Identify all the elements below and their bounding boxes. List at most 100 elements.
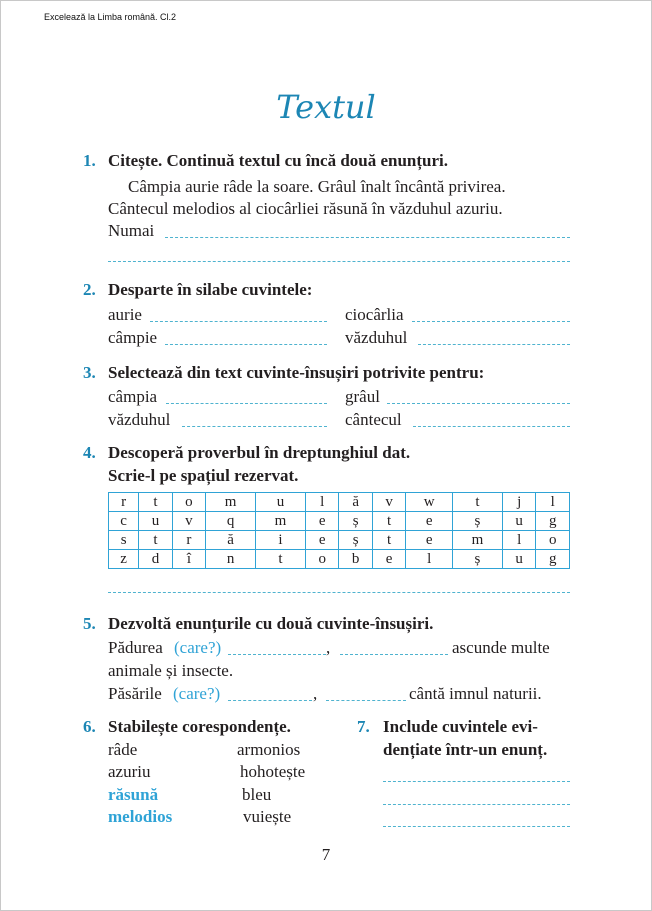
grid-cell: e (304, 530, 340, 550)
grid-cell: m (452, 530, 503, 550)
ex3-number: 3. (83, 363, 96, 382)
ex2-answer-line[interactable] (412, 321, 570, 322)
ex3-word: văzduhul (108, 410, 171, 429)
ex1-answer-line-2[interactable] (108, 261, 570, 262)
grid-cell: e (405, 530, 454, 550)
grid-cell: g (535, 511, 570, 531)
ex3-answer-line[interactable] (166, 403, 327, 404)
ex3-word: grâul (345, 387, 380, 406)
grid-cell: d (138, 549, 173, 569)
running-header: Excelează la Limba română. Cl.2 (44, 12, 177, 22)
grid-cell: l (501, 530, 537, 550)
ex6-left-word: azuriu (108, 762, 151, 781)
grid-cell: u (501, 549, 537, 569)
ex5-task: Dezvoltă enunțurile cu două cuvinte-însu… (108, 614, 434, 633)
grid-cell: e (371, 549, 407, 569)
ex3-answer-line[interactable] (182, 426, 327, 427)
grid-cell: i (255, 530, 306, 550)
grid-cell: s (107, 530, 140, 550)
ex5-sentence1-start: Pădurea (108, 638, 163, 657)
grid-cell: ă (338, 492, 373, 512)
grid-cell: ș (338, 511, 373, 531)
ex6-number: 6. (83, 717, 96, 736)
ex5-sentence2-end: cântă imnul naturii. (409, 684, 542, 703)
comma: , (326, 638, 331, 657)
grid-cell: t (138, 492, 173, 512)
grid-cell: q (205, 511, 257, 531)
ex5-answer-line[interactable] (228, 700, 312, 701)
ex6-right-word: bleu (242, 785, 272, 804)
ex4-number: 4. (83, 443, 96, 462)
grid-cell: ș (452, 549, 503, 569)
grid-cell: n (205, 549, 257, 569)
grid-cell: t (371, 511, 407, 531)
ex5-number: 5. (83, 614, 96, 633)
ex3-answer-line[interactable] (387, 403, 570, 404)
grid-cell: o (171, 492, 207, 512)
ex5-answer-line[interactable] (326, 700, 406, 701)
ex6-task: Stabilește corespondențe. (108, 717, 291, 736)
ex7-answer-line[interactable] (383, 804, 570, 805)
ex2-task: Desparte în silabe cuvintele: (108, 280, 313, 299)
ex5-care-hint: (care?) (173, 684, 221, 703)
ex6-left-word: râde (108, 740, 138, 759)
ex1-answer-line-1[interactable] (165, 237, 570, 238)
ex6-right-word: vuiește (243, 807, 292, 826)
ex1-task: Citește. Continuă textul cu încă două en… (108, 151, 449, 170)
ex2-answer-line[interactable] (150, 321, 327, 322)
grid-cell: o (304, 549, 340, 569)
ex2-word: aurie (108, 305, 142, 324)
comma: , (313, 684, 318, 703)
ex2-word: văzduhul (345, 328, 408, 347)
ex7-number: 7. (357, 717, 370, 736)
ex5-answer-line[interactable] (340, 654, 448, 655)
grid-cell: ș (452, 511, 503, 531)
grid-cell: ș (338, 530, 373, 550)
ex6-right-word: hohotește (240, 762, 306, 781)
grid-cell: z (107, 549, 140, 569)
grid-cell: t (371, 530, 407, 550)
grid-cell: v (371, 492, 407, 512)
ex2-word: câmpie (108, 328, 158, 347)
page-number: 7 (321, 845, 331, 864)
ex4-answer-line[interactable] (108, 592, 570, 593)
grid-cell: u (255, 492, 306, 512)
ex2-word: ciocârlia (345, 305, 404, 324)
page-title: Textul (276, 88, 376, 126)
grid-cell: r (107, 492, 140, 512)
ex3-answer-line[interactable] (413, 426, 570, 427)
grid-cell: l (405, 549, 454, 569)
ex4-task-line-2: Scrie-l pe spațiul rezervat. (108, 466, 299, 485)
grid-cell: t (138, 530, 173, 550)
grid-cell: u (138, 511, 173, 531)
ex5-answer-line[interactable] (228, 654, 326, 655)
ex1-text-line-1: Câmpia aurie râde la soare. Grâul înalt … (128, 177, 506, 196)
ex7-answer-line[interactable] (383, 781, 570, 782)
grid-cell: t (452, 492, 503, 512)
grid-cell: t (255, 549, 306, 569)
ex7-answer-line[interactable] (383, 826, 570, 827)
grid-cell: u (501, 511, 537, 531)
ex6-right-word: armonios (237, 740, 301, 759)
grid-cell: m (255, 511, 306, 531)
ex5-sentence1-cont: animale și insecte. (108, 661, 234, 680)
ex2-answer-line[interactable] (418, 344, 570, 345)
ex3-word: cântecul (345, 410, 402, 429)
ex4-task-line-1: Descoperă proverbul în dreptunghiul dat. (108, 443, 411, 462)
grid-cell: o (535, 530, 570, 550)
ex2-answer-line[interactable] (165, 344, 327, 345)
ex1-text-line-2: Cântecul melodios al ciocârliei răsună î… (108, 199, 503, 218)
ex6-left-word-highlighted: răsună (108, 785, 159, 804)
grid-cell: j (501, 492, 537, 512)
ex6-left-word-highlighted: melodios (108, 807, 173, 826)
grid-cell: b (338, 549, 373, 569)
grid-cell: e (405, 511, 454, 531)
ex7-task-line-1: Include cuvintele evi- (383, 717, 538, 736)
grid-cell: c (107, 511, 140, 531)
grid-cell: w (405, 492, 454, 512)
